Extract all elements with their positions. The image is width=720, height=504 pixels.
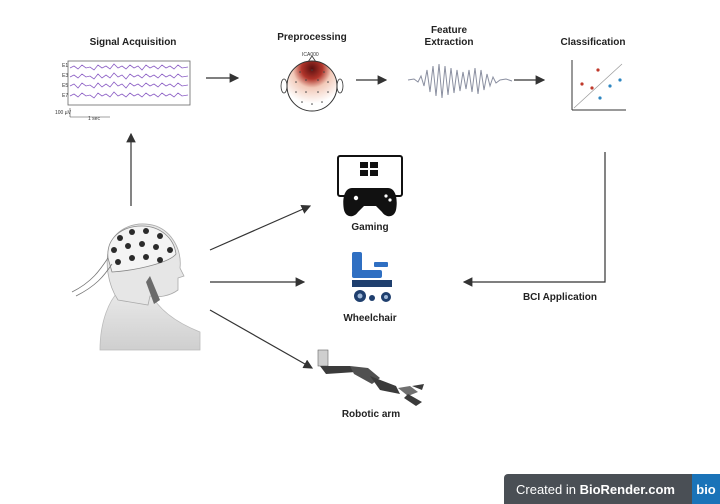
badge-text: Created in BioRender.com <box>504 482 675 497</box>
label-robotic-arm: Robotic arm <box>341 409 401 420</box>
eeg-trace-2 <box>69 72 189 80</box>
label-preprocessing: Preprocessing <box>277 32 347 43</box>
wheelchair-icon <box>352 252 392 302</box>
badge-brand: BioRender.com <box>579 481 675 497</box>
label-gaming: Gaming <box>351 222 389 233</box>
classification-plot <box>571 60 626 111</box>
eeg-channel-label: E3 <box>62 73 69 79</box>
human-head-eeg-cap <box>71 223 201 351</box>
eeg-trace-3 <box>69 81 189 89</box>
robotic-arm-icon <box>317 349 424 406</box>
arrow-head-to-arm <box>209 309 314 369</box>
label-feature-extraction: Feature Extraction <box>424 25 474 48</box>
arrow-class-to-bci <box>462 152 606 287</box>
label-bci-application: BCI Application <box>522 292 598 303</box>
eeg-scale-voltage: 100 µV <box>55 110 71 116</box>
eeg-channel-label: E5 <box>62 83 69 89</box>
topomap-head <box>280 55 344 112</box>
feature-wave <box>407 63 513 99</box>
eeg-signal-panel <box>67 60 191 118</box>
eeg-trace-1 <box>69 63 189 71</box>
arrow-head-to-gaming <box>209 204 312 251</box>
eeg-channel-label: E1 <box>62 63 69 69</box>
label-signal-acquisition: Signal Acquisition <box>89 37 177 48</box>
label-classification: Classification <box>560 37 626 48</box>
label-wheelchair: Wheelchair <box>343 313 397 324</box>
biorender-badge[interactable]: Created in BioRender.com bio <box>504 474 720 504</box>
eeg-scale-time: 1 sec <box>88 116 100 122</box>
topomap-label: ICA000 <box>302 52 319 58</box>
eeg-channel-label: E7 <box>62 93 69 99</box>
badge-prefix: Created in <box>516 481 580 497</box>
eeg-trace-4 <box>69 91 189 99</box>
biorender-logo-icon: bio <box>692 474 720 504</box>
gaming-icon <box>337 155 403 217</box>
